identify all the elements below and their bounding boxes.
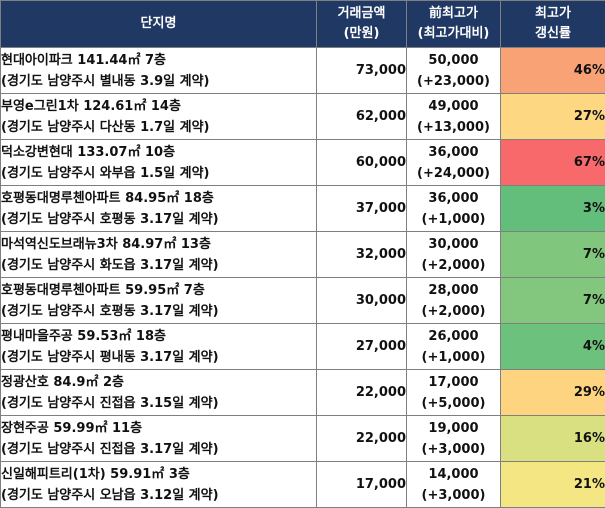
prev-high-cell: 28,000(+2,000) bbox=[407, 278, 501, 324]
prev-high-cell: 17,000(+5,000) bbox=[407, 370, 501, 416]
header-prev-high: 前최고가 (최고가대비) bbox=[407, 1, 501, 48]
prev-high-value: 19,000 bbox=[407, 418, 500, 439]
table-row: 덕소강변현대 133.07㎡ 10층(경기도 남양주시 와부읍 1.5일 계약)… bbox=[1, 140, 605, 186]
prev-high-diff: (+2,000) bbox=[407, 255, 500, 276]
prev-high-cell: 14,000(+3,000) bbox=[407, 462, 501, 508]
prev-high-diff: (+3,000) bbox=[407, 485, 500, 506]
renewal-rate-cell: 21% bbox=[501, 462, 605, 508]
header-complex-name: 단지명 bbox=[1, 1, 317, 48]
price-cell: 60,000 bbox=[317, 140, 407, 186]
prev-high-value: 50,000 bbox=[407, 50, 500, 71]
price-cell: 73,000 bbox=[317, 48, 407, 94]
renewal-rate-cell: 4% bbox=[501, 324, 605, 370]
prev-high-cell: 19,000(+3,000) bbox=[407, 416, 501, 462]
renewal-rate-cell: 7% bbox=[501, 278, 605, 324]
prev-high-value: 36,000 bbox=[407, 188, 500, 209]
complex-cell: 부영e그린1차 124.61㎡ 14층(경기도 남양주시 다산동 1.7일 계약… bbox=[1, 94, 317, 140]
renewal-rate-cell: 7% bbox=[501, 232, 605, 278]
prev-high-value: 26,000 bbox=[407, 326, 500, 347]
prev-high-diff: (+3,000) bbox=[407, 439, 500, 460]
table-row: 현대아이파크 141.44㎡ 7층(경기도 남양주시 별내동 3.9일 계약)7… bbox=[1, 48, 605, 94]
complex-cell: 호평동대명루첸아파트 59.95㎡ 7층(경기도 남양주시 호평동 3.17일 … bbox=[1, 278, 317, 324]
complex-location: (경기도 남양주시 진접읍 3.15일 계약) bbox=[1, 393, 316, 414]
price-cell: 22,000 bbox=[317, 370, 407, 416]
complex-name: 장현주공 59.99㎡ 11층 bbox=[1, 418, 316, 439]
complex-location: (경기도 남양주시 별내동 3.9일 계약) bbox=[1, 71, 316, 92]
complex-location: (경기도 남양주시 평내동 3.17일 계약) bbox=[1, 347, 316, 368]
header-row: 단지명 거래금액 (만원) 前최고가 (최고가대비) 최고가 갱신률 bbox=[1, 1, 605, 48]
renewal-rate-cell: 46% bbox=[501, 48, 605, 94]
prev-high-diff: (+23,000) bbox=[407, 71, 500, 92]
prev-high-diff: (+2,000) bbox=[407, 301, 500, 322]
table-row: 장현주공 59.99㎡ 11층(경기도 남양주시 진접읍 3.17일 계약)22… bbox=[1, 416, 605, 462]
complex-location: (경기도 남양주시 호평동 3.17일 계약) bbox=[1, 209, 316, 230]
complex-location: (경기도 남양주시 화도읍 3.17일 계약) bbox=[1, 255, 316, 276]
prev-high-diff: (+13,000) bbox=[407, 117, 500, 138]
prev-high-value: 49,000 bbox=[407, 96, 500, 117]
prev-high-diff: (+5,000) bbox=[407, 393, 500, 414]
complex-location: (경기도 남양주시 와부읍 1.5일 계약) bbox=[1, 163, 316, 184]
price-cell: 32,000 bbox=[317, 232, 407, 278]
table-row: 부영e그린1차 124.61㎡ 14층(경기도 남양주시 다산동 1.7일 계약… bbox=[1, 94, 605, 140]
complex-cell: 현대아이파크 141.44㎡ 7층(경기도 남양주시 별내동 3.9일 계약) bbox=[1, 48, 317, 94]
complex-cell: 호평동대명루첸아파트 84.95㎡ 18층(경기도 남양주시 호평동 3.17일… bbox=[1, 186, 317, 232]
price-cell: 62,000 bbox=[317, 94, 407, 140]
prev-high-value: 14,000 bbox=[407, 464, 500, 485]
complex-location: (경기도 남양주시 진접읍 3.17일 계약) bbox=[1, 439, 316, 460]
table-row: 호평동대명루첸아파트 59.95㎡ 7층(경기도 남양주시 호평동 3.17일 … bbox=[1, 278, 605, 324]
prev-high-diff: (+24,000) bbox=[407, 163, 500, 184]
prev-high-cell: 49,000(+13,000) bbox=[407, 94, 501, 140]
renewal-rate-cell: 27% bbox=[501, 94, 605, 140]
prev-high-diff: (+1,000) bbox=[407, 209, 500, 230]
prev-high-diff: (+1,000) bbox=[407, 347, 500, 368]
prev-high-value: 17,000 bbox=[407, 372, 500, 393]
price-cell: 30,000 bbox=[317, 278, 407, 324]
complex-location: (경기도 남양주시 오남읍 3.12일 계약) bbox=[1, 485, 316, 506]
renewal-rate-cell: 3% bbox=[501, 186, 605, 232]
complex-name: 마석역신도브래뉴3차 84.97㎡ 13층 bbox=[1, 234, 316, 255]
complex-name: 신일해피트리(1차) 59.91㎡ 3층 bbox=[1, 464, 316, 485]
table-row: 마석역신도브래뉴3차 84.97㎡ 13층(경기도 남양주시 화도읍 3.17일… bbox=[1, 232, 605, 278]
renewal-rate-cell: 67% bbox=[501, 140, 605, 186]
complex-cell: 장현주공 59.99㎡ 11층(경기도 남양주시 진접읍 3.17일 계약) bbox=[1, 416, 317, 462]
complex-cell: 정광산호 84.9㎡ 2층(경기도 남양주시 진접읍 3.15일 계약) bbox=[1, 370, 317, 416]
complex-location: (경기도 남양주시 호평동 3.17일 계약) bbox=[1, 301, 316, 322]
renewal-rate-cell: 29% bbox=[501, 370, 605, 416]
price-cell: 37,000 bbox=[317, 186, 407, 232]
complex-cell: 마석역신도브래뉴3차 84.97㎡ 13층(경기도 남양주시 화도읍 3.17일… bbox=[1, 232, 317, 278]
complex-name: 호평동대명루첸아파트 84.95㎡ 18층 bbox=[1, 188, 316, 209]
header-renewal-rate: 최고가 갱신률 bbox=[501, 1, 605, 48]
complex-name: 호평동대명루첸아파트 59.95㎡ 7층 bbox=[1, 280, 316, 301]
header-price: 거래금액 (만원) bbox=[317, 1, 407, 48]
table-row: 정광산호 84.9㎡ 2층(경기도 남양주시 진접읍 3.15일 계약)22,0… bbox=[1, 370, 605, 416]
prev-high-cell: 50,000(+23,000) bbox=[407, 48, 501, 94]
prev-high-cell: 36,000(+1,000) bbox=[407, 186, 501, 232]
table-row: 호평동대명루첸아파트 84.95㎡ 18층(경기도 남양주시 호평동 3.17일… bbox=[1, 186, 605, 232]
table-row: 평내마을주공 59.53㎡ 18층(경기도 남양주시 평내동 3.17일 계약)… bbox=[1, 324, 605, 370]
complex-cell: 평내마을주공 59.53㎡ 18층(경기도 남양주시 평내동 3.17일 계약) bbox=[1, 324, 317, 370]
complex-cell: 덕소강변현대 133.07㎡ 10층(경기도 남양주시 와부읍 1.5일 계약) bbox=[1, 140, 317, 186]
prev-high-cell: 30,000(+2,000) bbox=[407, 232, 501, 278]
prev-high-value: 30,000 bbox=[407, 234, 500, 255]
table-row: 신일해피트리(1차) 59.91㎡ 3층(경기도 남양주시 오남읍 3.12일 … bbox=[1, 462, 605, 508]
prev-high-cell: 26,000(+1,000) bbox=[407, 324, 501, 370]
complex-name: 부영e그린1차 124.61㎡ 14층 bbox=[1, 96, 316, 117]
price-cell: 27,000 bbox=[317, 324, 407, 370]
prev-high-value: 36,000 bbox=[407, 142, 500, 163]
prev-high-cell: 36,000(+24,000) bbox=[407, 140, 501, 186]
price-cell: 17,000 bbox=[317, 462, 407, 508]
complex-name: 평내마을주공 59.53㎡ 18층 bbox=[1, 326, 316, 347]
complex-name: 정광산호 84.9㎡ 2층 bbox=[1, 372, 316, 393]
complex-cell: 신일해피트리(1차) 59.91㎡ 3층(경기도 남양주시 오남읍 3.12일 … bbox=[1, 462, 317, 508]
prev-high-value: 28,000 bbox=[407, 280, 500, 301]
complex-location: (경기도 남양주시 다산동 1.7일 계약) bbox=[1, 117, 316, 138]
complex-name: 현대아이파크 141.44㎡ 7층 bbox=[1, 50, 316, 71]
renewal-rate-cell: 16% bbox=[501, 416, 605, 462]
complex-name: 덕소강변현대 133.07㎡ 10층 bbox=[1, 142, 316, 163]
price-cell: 22,000 bbox=[317, 416, 407, 462]
